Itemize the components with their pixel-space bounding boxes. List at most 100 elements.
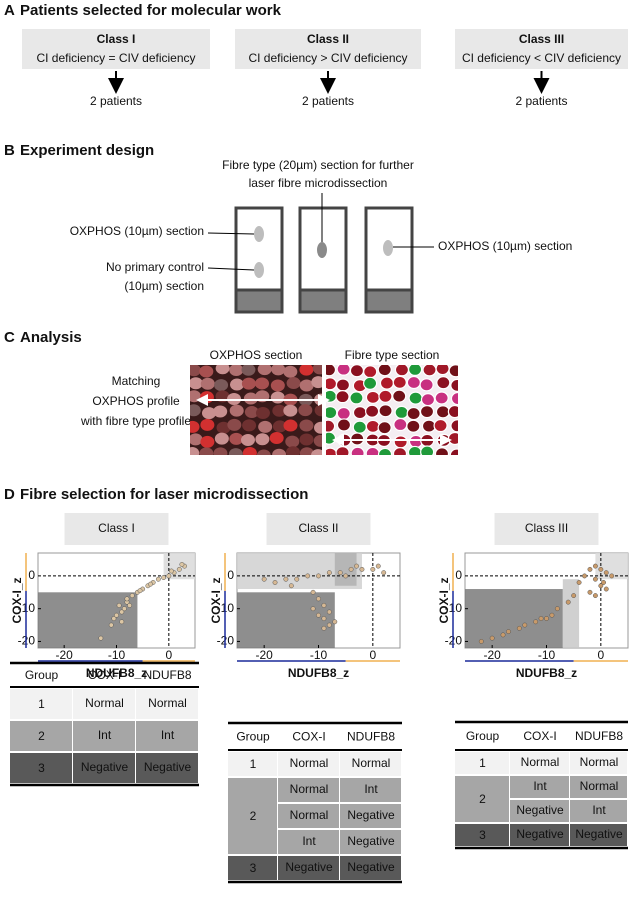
x-tick-label: -10 <box>538 648 556 662</box>
table-cell <box>136 753 198 783</box>
table-header: NDUFB8 <box>143 668 191 682</box>
fibre-cell <box>190 365 201 377</box>
group-cell <box>10 721 72 751</box>
fibre-point <box>129 593 135 599</box>
fibre-cell <box>255 433 270 446</box>
fibre-cell <box>242 447 257 455</box>
cell-text: Int <box>592 803 606 817</box>
fibre-cell <box>199 447 214 455</box>
fibre-cell <box>326 431 337 445</box>
fibre-point <box>359 566 365 572</box>
fibre-cell <box>365 390 381 404</box>
fibre-cell <box>362 376 378 390</box>
group-cell <box>10 753 72 783</box>
fibre-point <box>375 563 381 569</box>
group-label: 1 <box>479 756 486 770</box>
fibre-cell <box>392 375 407 389</box>
group-label: 2 <box>479 792 486 806</box>
x-tick-label: 0 <box>597 648 604 662</box>
group-label: 3 <box>250 861 257 875</box>
cell-text: Normal <box>85 696 124 710</box>
fibre-cell <box>200 435 215 448</box>
table-cell <box>340 804 401 828</box>
class-name: Class II <box>307 32 349 46</box>
fibre-point <box>119 609 125 615</box>
fibre-cell <box>434 447 450 455</box>
table-cell <box>340 856 401 880</box>
class-criterion: CI deficiency = CIV deficiency <box>36 51 195 65</box>
class-name: Class III <box>519 32 564 46</box>
fibre-cell <box>241 377 256 390</box>
fibre-cell <box>272 448 287 455</box>
fibre-point <box>516 625 522 631</box>
fibre-cell <box>434 391 449 405</box>
table-header: Group <box>236 730 270 744</box>
class-name: Class I <box>97 32 136 46</box>
cell-text: Normal <box>580 755 619 769</box>
class-box <box>235 29 421 69</box>
table-header: COX-I <box>88 668 121 682</box>
fibre-cell <box>336 406 351 421</box>
fibre-cell <box>363 365 378 379</box>
fibre-cell <box>392 389 407 403</box>
fibre-cell <box>227 418 242 431</box>
fibre-cell <box>299 447 314 455</box>
fibre-point <box>522 622 528 628</box>
fibre-cell <box>216 421 231 434</box>
group-label: 1 <box>38 697 45 711</box>
table-cell <box>278 778 339 802</box>
group-cell <box>228 752 277 776</box>
fibre-cell <box>352 406 368 420</box>
fibre-cell <box>298 404 313 417</box>
fibre-cell <box>436 376 451 390</box>
fibre-cell <box>352 420 367 434</box>
fibre-cell <box>272 420 287 433</box>
section-letter: C <box>4 329 15 346</box>
fibre-point <box>155 576 161 582</box>
fibre-cell <box>419 405 435 419</box>
class-box <box>64 513 169 545</box>
fibre-cell <box>214 379 229 392</box>
fibre-point <box>108 622 114 628</box>
group-cell <box>455 752 509 774</box>
fibre-note: Fibre type (20µm) section for further <box>222 158 414 172</box>
fibre-point <box>116 602 122 608</box>
fibre-cell <box>190 433 203 446</box>
fibre-cell <box>190 404 201 417</box>
fibre-cell <box>394 405 409 419</box>
fibre-cell <box>407 365 423 377</box>
fibre-cell <box>269 432 284 445</box>
table-cell <box>570 776 627 798</box>
y-tick-label: 0 <box>227 568 234 582</box>
fibre-cell <box>406 406 421 421</box>
fibre-image <box>326 365 458 455</box>
fibre-point <box>554 606 560 612</box>
table-cell <box>278 830 339 854</box>
table-header: Group <box>466 729 500 743</box>
section-title: Experiment design <box>20 142 154 159</box>
fibre-cell <box>420 393 436 407</box>
fibre-cell <box>379 376 395 390</box>
fibre-cell <box>448 365 458 378</box>
fibre-point <box>500 632 506 638</box>
fibre-point <box>354 563 359 569</box>
fibre-point <box>321 625 327 631</box>
oxphos-label: OXPHOS (10µm) section <box>438 239 572 253</box>
fibre-point <box>603 570 609 576</box>
fibre-cell <box>272 404 287 417</box>
fibre-cell <box>283 365 298 378</box>
fibre-cell <box>336 418 352 432</box>
cell-text: Normal <box>148 696 187 710</box>
fibre-cell <box>378 389 393 403</box>
fibre-point <box>533 619 539 625</box>
group-label: 3 <box>38 761 45 775</box>
fibre-point <box>348 566 354 572</box>
fibre-cell <box>200 418 215 431</box>
fibre-point <box>592 593 598 599</box>
table-header: NDUFB8 <box>347 730 395 744</box>
fibre-point <box>176 566 182 572</box>
patients-count: 2 patients <box>90 94 142 108</box>
fibre-point <box>316 612 321 618</box>
fibre-cell <box>450 391 458 406</box>
